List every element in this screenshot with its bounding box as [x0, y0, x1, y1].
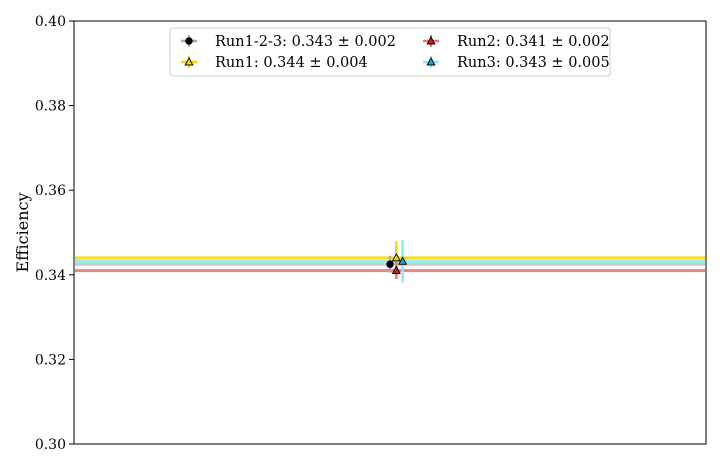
y-tick-label: 0.32 [35, 352, 66, 368]
plot-frame [73, 20, 707, 445]
legend-label: Run1: 0.344 ± 0.004 [215, 55, 368, 71]
legend-marker [426, 36, 436, 45]
legend-label: Run2: 0.341 ± 0.002 [457, 34, 610, 50]
data-point [386, 260, 394, 268]
legend: Run1-2-3: 0.343 ± 0.002 Run1: 0.344 ± 0.0… [169, 27, 611, 77]
y-tick-label: 0.38 [35, 99, 66, 115]
points-layer [386, 240, 408, 283]
y-tick-label: 0.40 [35, 14, 66, 30]
legend-label: Run1-2-3: 0.343 ± 0.002 [215, 34, 396, 50]
data-point [398, 256, 408, 265]
y-tick-label: 0.36 [35, 183, 66, 199]
data-point [391, 265, 401, 275]
legend-marker [184, 57, 194, 66]
legend-marker [185, 37, 193, 45]
y-axis-label: Efficiency [13, 192, 32, 272]
legend-box [169, 27, 611, 77]
axes: 0.30 0.32 0.34 0.36 0.38 0.40 [35, 14, 707, 453]
y-tick-label: 0.34 [35, 268, 66, 284]
legend-marker [426, 57, 436, 66]
legend-label: Run3: 0.343 ± 0.005 [457, 55, 610, 71]
y-tick-label: 0.30 [35, 437, 66, 453]
data-point [391, 252, 401, 262]
